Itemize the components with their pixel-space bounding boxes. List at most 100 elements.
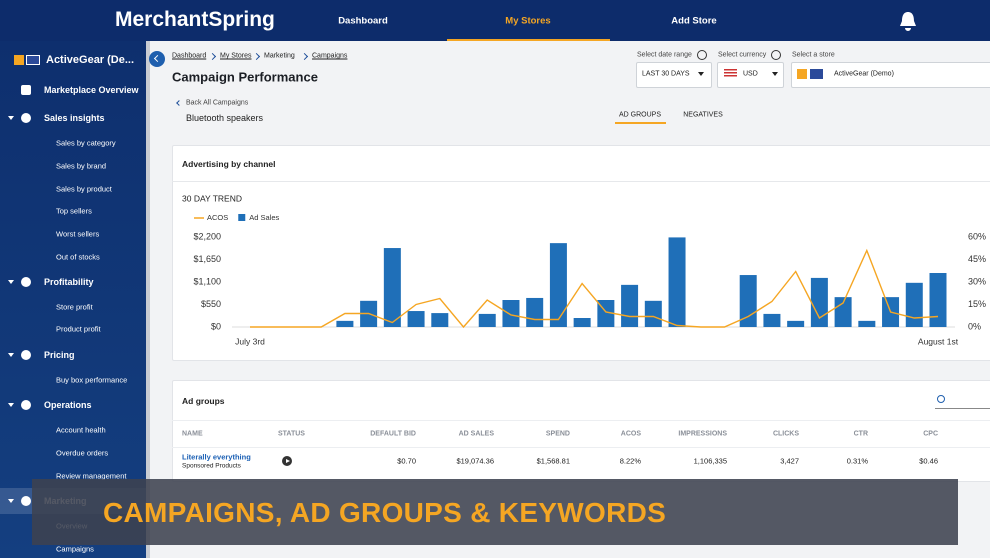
- caret: [698, 72, 704, 76]
- filter-label: Select date range: [637, 51, 692, 59]
- cell: 3,427: [780, 456, 799, 466]
- overview-icon: [21, 85, 31, 95]
- nav-link[interactable]: Dashboard: [338, 15, 388, 27]
- column-header: CTR: [853, 430, 868, 438]
- tab[interactable]: AD GROUPS: [618, 111, 662, 119]
- sidebar-section[interactable]: Pricing: [44, 350, 75, 360]
- sidebar-link[interactable]: Buy box performance: [56, 375, 128, 385]
- sidebar-section[interactable]: Sales insights: [44, 113, 105, 123]
- info-icon: [771, 50, 781, 60]
- table-card: [172, 380, 990, 482]
- tab[interactable]: NEGATIVES: [683, 111, 723, 119]
- chart-card: [172, 145, 990, 361]
- sidebar-link[interactable]: Campaigns: [56, 544, 94, 554]
- dropdown[interactable]: [791, 62, 990, 88]
- column-header: DEFAULT BID: [370, 430, 416, 438]
- sidebar-link[interactable]: Product profit: [56, 324, 101, 334]
- breadcrumb-separator: [208, 52, 217, 61]
- cell: 8.22%: [619, 456, 641, 466]
- breadcrumb-link: Marketing: [264, 52, 295, 60]
- sidebar-section[interactable]: Operations: [44, 400, 92, 410]
- divider: [172, 447, 990, 448]
- sidebar: [0, 41, 146, 558]
- banner-text: CAMPAIGNS, AD GROUPS & KEYWORDS: [103, 497, 667, 528]
- column-header: IMPRESSIONS: [678, 430, 727, 438]
- dropdown-value: USD: [743, 70, 758, 78]
- section-icon: [21, 496, 31, 506]
- filter-label: Select a store: [792, 51, 835, 59]
- breadcrumb-link[interactable]: Dashboard: [172, 52, 207, 60]
- sidebar-link[interactable]: Sales by product: [56, 184, 112, 194]
- back-link[interactable]: Back All Campaigns: [186, 99, 249, 107]
- nav-link[interactable]: Add Store: [671, 15, 717, 27]
- column-header: CLICKS: [772, 430, 799, 438]
- sidebar-link[interactable]: Top sellers: [56, 206, 92, 216]
- section-icon: [21, 350, 31, 360]
- section-icon: [21, 113, 31, 123]
- card-title: Ad groups: [182, 396, 225, 406]
- logo[interactable]: MerchantSpring: [115, 8, 275, 31]
- flag-icon: [810, 69, 823, 79]
- column-header: SPEND: [545, 430, 570, 438]
- sidebar-link[interactable]: Worst sellers: [56, 229, 100, 239]
- store-icon: [14, 55, 24, 65]
- sidebar-link[interactable]: Sales by brand: [56, 161, 107, 171]
- column-header: AD SALES: [458, 430, 494, 438]
- sidebar-link[interactable]: Marketplace Overview: [44, 85, 139, 95]
- ad-group-name[interactable]: Literally everything: [182, 452, 251, 462]
- cell: 0.31%: [846, 456, 868, 466]
- expand-caret: [8, 280, 14, 284]
- cell: 1,106,335: [693, 456, 727, 466]
- breadcrumb-separator: [300, 52, 309, 61]
- flag-icon: [724, 69, 737, 78]
- sidebar-link[interactable]: Review management: [56, 471, 127, 481]
- flag-icon: [26, 55, 40, 65]
- breadcrumb-separator: [252, 52, 261, 61]
- filter-label: Select currency: [718, 51, 767, 59]
- page-title: Campaign Performance: [172, 69, 318, 85]
- sidebar-link[interactable]: Overdue orders: [56, 448, 109, 458]
- column-header: CPC: [923, 430, 938, 438]
- search-icon[interactable]: [937, 395, 945, 403]
- sidebar-link[interactable]: Store profit: [56, 302, 93, 312]
- banner: [32, 479, 958, 545]
- expand-caret: [8, 116, 14, 120]
- cell: $0.46: [919, 456, 938, 466]
- divider: [172, 420, 990, 421]
- ad-group-type: Sponsored Products: [182, 462, 241, 470]
- expand-caret: [8, 403, 14, 407]
- sidebar-section[interactable]: Profitability: [44, 277, 94, 287]
- caret: [772, 72, 778, 76]
- nav-link[interactable]: My Stores: [505, 15, 551, 27]
- column-header: ACOS: [620, 430, 641, 438]
- cell: $19,074.36: [456, 456, 494, 466]
- bell-icon[interactable]: [898, 10, 918, 32]
- collapse-button[interactable]: [149, 51, 165, 67]
- sidebar-link[interactable]: Out of stocks: [56, 252, 100, 262]
- search-underline: [935, 408, 990, 409]
- sidebar-link[interactable]: Sales by category: [56, 138, 116, 148]
- campaign-name: Bluetooth speakers: [186, 113, 264, 123]
- cell: $0.70: [397, 456, 416, 466]
- tab-underline: [615, 122, 666, 124]
- store-name[interactable]: ActiveGear (De...: [46, 54, 135, 66]
- card-title: Advertising by channel: [182, 159, 276, 169]
- status-play: [286, 458, 290, 463]
- breadcrumb-link[interactable]: My Stores: [220, 52, 252, 60]
- dropdown-value: ActiveGear (Demo): [834, 70, 894, 78]
- expand-caret: [8, 499, 14, 503]
- dropdown-value: LAST 30 DAYS: [642, 70, 690, 78]
- section-icon: [21, 400, 31, 410]
- cell: $1,568.81: [536, 456, 570, 466]
- sidebar-link[interactable]: Account health: [56, 425, 106, 435]
- breadcrumb-link[interactable]: Campaigns: [312, 52, 348, 60]
- top-nav: [0, 0, 990, 41]
- store-icon: [797, 69, 807, 79]
- column-header: STATUS: [278, 430, 305, 438]
- back-chevron: [176, 100, 182, 106]
- info-icon: [697, 50, 707, 60]
- scrollbar: [146, 41, 150, 558]
- divider: [172, 181, 990, 182]
- nav-underline: [447, 39, 610, 41]
